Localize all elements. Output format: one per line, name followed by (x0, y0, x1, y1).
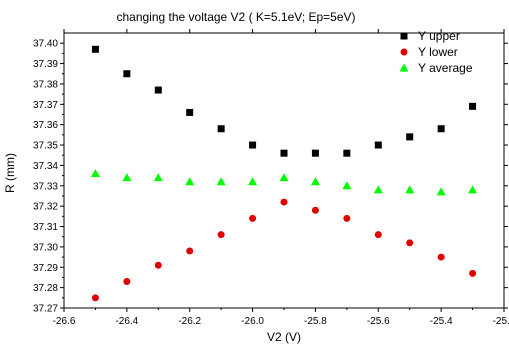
y-tick-label: 37.34 (33, 161, 58, 172)
data-point-y-average (310, 177, 320, 186)
data-point-y-upper (249, 141, 257, 149)
data-point-y-lower (123, 278, 131, 286)
series-y-average (90, 169, 478, 196)
data-point-y-average (216, 177, 226, 186)
data-point-y-average (436, 187, 446, 196)
data-point-y-upper (374, 141, 382, 149)
data-point-y-lower (154, 261, 162, 269)
data-point-y-lower (343, 214, 351, 222)
y-tick-label: 37.39 (33, 59, 58, 70)
data-point-y-upper (91, 45, 99, 53)
data-point-y-average (373, 185, 383, 194)
y-tick-label: 37.28 (33, 283, 58, 294)
series-y-lower (91, 198, 477, 302)
data-point-y-lower (374, 231, 382, 239)
data-point-y-average (405, 185, 415, 194)
legend-label-y-average: Y average (418, 61, 473, 75)
y-axis: 37.27 37.28 37.29 37.30 37.31 37.32 37.33 37.34… (33, 39, 508, 315)
y-tick-label: 37.30 (33, 242, 58, 253)
data-point-y-upper (406, 133, 414, 141)
data-point-y-lower (249, 214, 257, 222)
data-point-y-average (279, 173, 289, 182)
x-axis: -26.6 -26.4 -26.2 -26.0 -25.8 -25.6 -25.4 -25.2 (53, 29, 509, 327)
legend-marker-y-average (399, 63, 409, 72)
y-tick-label: 37.33 (33, 181, 58, 192)
y-tick-label: 37.31 (33, 222, 58, 233)
x-tick-label: -25.2 (493, 316, 509, 327)
x-axis-label: V2 (V) (267, 330, 301, 344)
chart-title: changing the voltage V2 ( K=5.1eV; Ep=5e… (116, 10, 355, 24)
x-tick-label: -26.2 (178, 316, 201, 327)
x-tick-label: -26.6 (53, 316, 76, 327)
data-point-y-upper (217, 125, 225, 133)
data-point-y-lower (217, 231, 225, 239)
x-tick-label: -25.8 (304, 316, 327, 327)
x-tick-label: -25.6 (367, 316, 390, 327)
data-point-y-upper (280, 149, 288, 157)
legend-marker-y-lower (400, 48, 408, 56)
data-point-y-lower (186, 247, 194, 255)
y-tick-label: 37.32 (33, 202, 58, 213)
data-point-y-upper (311, 149, 319, 157)
data-point-y-average (248, 177, 258, 186)
data-point-y-lower (437, 253, 445, 261)
data-point-y-lower (280, 198, 288, 206)
data-point-y-average (342, 181, 352, 190)
y-tick-label: 37.27 (33, 304, 58, 315)
data-point-y-average (185, 177, 195, 186)
legend: Y upper Y lower Y average (399, 29, 473, 75)
series-y-upper (91, 45, 477, 157)
data-point-y-lower (469, 269, 477, 277)
y-tick-label: 37.29 (33, 263, 58, 274)
y-axis-label: R (mm) (3, 153, 17, 193)
legend-label-y-upper: Y upper (418, 29, 460, 43)
data-point-y-lower (311, 206, 319, 214)
data-point-y-upper (469, 102, 477, 110)
y-tick-label: 37.37 (33, 100, 58, 111)
data-point-y-lower (91, 294, 99, 302)
data-point-y-upper (154, 86, 162, 94)
data-point-y-average (468, 185, 478, 194)
y-tick-label: 37.35 (33, 141, 58, 152)
data-point-y-average (122, 173, 132, 182)
data-point-y-upper (186, 108, 194, 116)
legend-label-y-lower: Y lower (418, 45, 458, 59)
data-points (90, 45, 478, 302)
legend-marker-y-upper (400, 32, 408, 40)
x-tick-label: -25.4 (430, 316, 453, 327)
x-tick-label: -26.4 (115, 316, 138, 327)
y-tick-label: 37.38 (33, 79, 58, 90)
data-point-y-upper (123, 70, 131, 78)
y-tick-label: 37.36 (33, 120, 58, 131)
data-point-y-lower (406, 239, 414, 247)
data-point-y-upper (437, 125, 445, 133)
data-point-y-average (153, 173, 163, 182)
data-point-y-average (90, 169, 100, 178)
y-tick-label: 37.40 (33, 39, 58, 50)
x-tick-label: -26.0 (241, 316, 264, 327)
data-point-y-upper (343, 149, 351, 157)
